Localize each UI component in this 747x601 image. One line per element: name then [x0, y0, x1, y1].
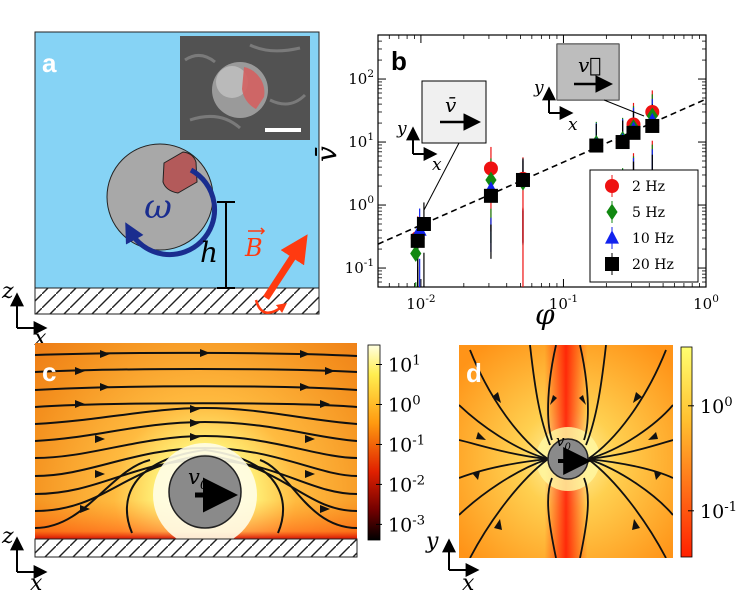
inset-left-y: y [396, 119, 407, 139]
axis-x-label-c: x [30, 571, 43, 596]
data-point-circle [483, 161, 498, 176]
colorbar-tick-label: 101 [388, 354, 421, 377]
panel-label-b: b [391, 46, 407, 76]
data-point-square [416, 217, 431, 231]
legend-label: 2 Hz [632, 179, 665, 195]
streamlines-c [35, 351, 357, 534]
data-point-square [515, 172, 530, 187]
inset-left-x: x [432, 155, 442, 175]
inset-left-v: v̄ [445, 93, 457, 117]
inset-right-v: v⃗ [578, 53, 601, 77]
inset-right-illustration: v⃗ y x [533, 43, 645, 135]
y-tick-label: 102 [348, 68, 374, 88]
colorbar-d [680, 346, 693, 558]
y-tick-label: 100 [348, 194, 374, 214]
axes-zx-c: z x [1, 524, 48, 596]
streamlines-d [459, 345, 673, 558]
colorbar-d-ticks: 100 10-1 [688, 395, 737, 523]
rotation-arrow [125, 167, 218, 258]
x-tick-label: 100 [693, 293, 719, 313]
colorbar-tick-label: 10-3 [388, 513, 425, 536]
data-point-square [626, 125, 641, 140]
data-point-square [483, 188, 498, 203]
axis-x-label-d: x [462, 571, 475, 596]
field-rotation-arrow [254, 299, 287, 314]
panel-label-c: c [42, 357, 56, 387]
data-point-diamond [410, 245, 422, 262]
colorbar-tick-label: 10-1 [700, 500, 737, 523]
data-point-square [615, 135, 630, 150]
y-tick-label: 101 [348, 131, 374, 151]
panel-label-a: a [42, 48, 57, 78]
axis-z-label: z [1, 279, 14, 304]
legend-label: 20 Hz [632, 257, 674, 273]
axes-yx-d: y x [425, 529, 480, 596]
inset-right-x: x [568, 115, 578, 135]
panel-a: a ω h B z [1, 31, 320, 351]
legend: 2 Hz 5 Hz 10 Hz 20 Hz [589, 169, 699, 283]
legend-label: 5 Hz [632, 205, 665, 221]
height-marker: h [200, 201, 235, 289]
x-axis-label: φ [535, 298, 555, 331]
legend-label: 10 Hz [632, 231, 674, 247]
y-tick-label: 10-1 [345, 257, 374, 277]
colorbar-tick-label: 100 [388, 393, 421, 416]
data-point-diamond [485, 171, 497, 189]
colorbar-tick-label: 10-1 [388, 433, 425, 456]
colorbar-tick-label: 100 [700, 395, 733, 418]
data-point-square [645, 118, 660, 133]
omega-label: ω [144, 187, 172, 227]
data-point-square [410, 233, 425, 248]
particle-patch [162, 151, 198, 194]
colorbar-tick-label: 10-2 [388, 473, 425, 496]
stream-arrows-d [472, 392, 662, 530]
inset-left-illustration: v̄ y x [396, 80, 487, 211]
panel-b-chart: b 10-2 10-1 100 10-1 100 101 102 v̄ φ v̄ y x v… [310, 34, 719, 331]
colorbar-c-ticks: 101 100 10-1 10-2 10-3 [376, 354, 425, 536]
scale-bar [265, 128, 301, 132]
y-axis-label: v̄ [310, 146, 343, 162]
sem-inset-image [180, 36, 310, 140]
inset-right-y: y [533, 78, 544, 98]
axis-z-label-c: z [1, 524, 14, 549]
h-label: h [200, 236, 218, 269]
stream-arrows-c [75, 349, 335, 513]
panel-label-d: d [466, 358, 482, 388]
wall-c [34, 538, 358, 558]
B-label: B [244, 234, 263, 262]
x-tick-label: 10-2 [406, 293, 435, 313]
data-point-square [589, 138, 604, 153]
axis-y-label-d: y [425, 529, 439, 554]
field-arrow [263, 234, 308, 300]
colorbar-c [367, 344, 381, 541]
x-tick-label: 10-1 [549, 293, 578, 313]
